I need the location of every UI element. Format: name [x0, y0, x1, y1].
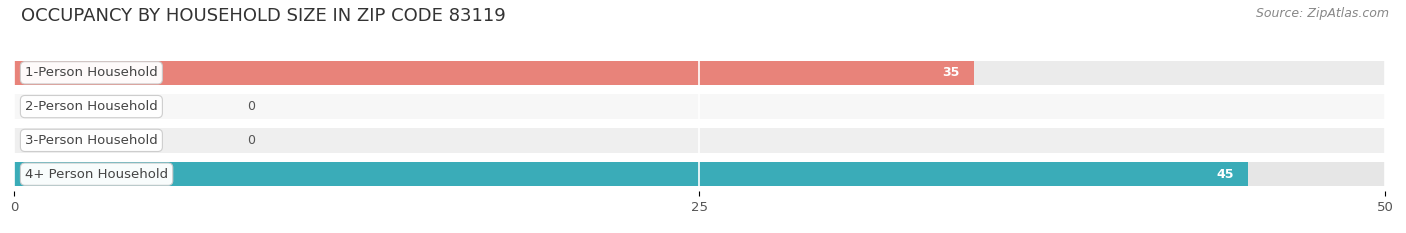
- Text: 3-Person Household: 3-Person Household: [25, 134, 157, 147]
- Text: Source: ZipAtlas.com: Source: ZipAtlas.com: [1256, 7, 1389, 20]
- Bar: [14, 162, 1249, 186]
- Bar: [14, 162, 1385, 186]
- Text: 0: 0: [247, 100, 254, 113]
- Text: 35: 35: [942, 66, 960, 79]
- Bar: [14, 94, 1385, 119]
- Bar: [14, 61, 973, 85]
- Text: 0: 0: [247, 134, 254, 147]
- Text: OCCUPANCY BY HOUSEHOLD SIZE IN ZIP CODE 83119: OCCUPANCY BY HOUSEHOLD SIZE IN ZIP CODE …: [21, 7, 506, 25]
- Text: 45: 45: [1216, 168, 1234, 181]
- Text: 2-Person Household: 2-Person Household: [25, 100, 157, 113]
- Bar: [14, 61, 1385, 85]
- Bar: [14, 128, 1385, 153]
- Text: 4+ Person Household: 4+ Person Household: [25, 168, 169, 181]
- Text: 1-Person Household: 1-Person Household: [25, 66, 157, 79]
